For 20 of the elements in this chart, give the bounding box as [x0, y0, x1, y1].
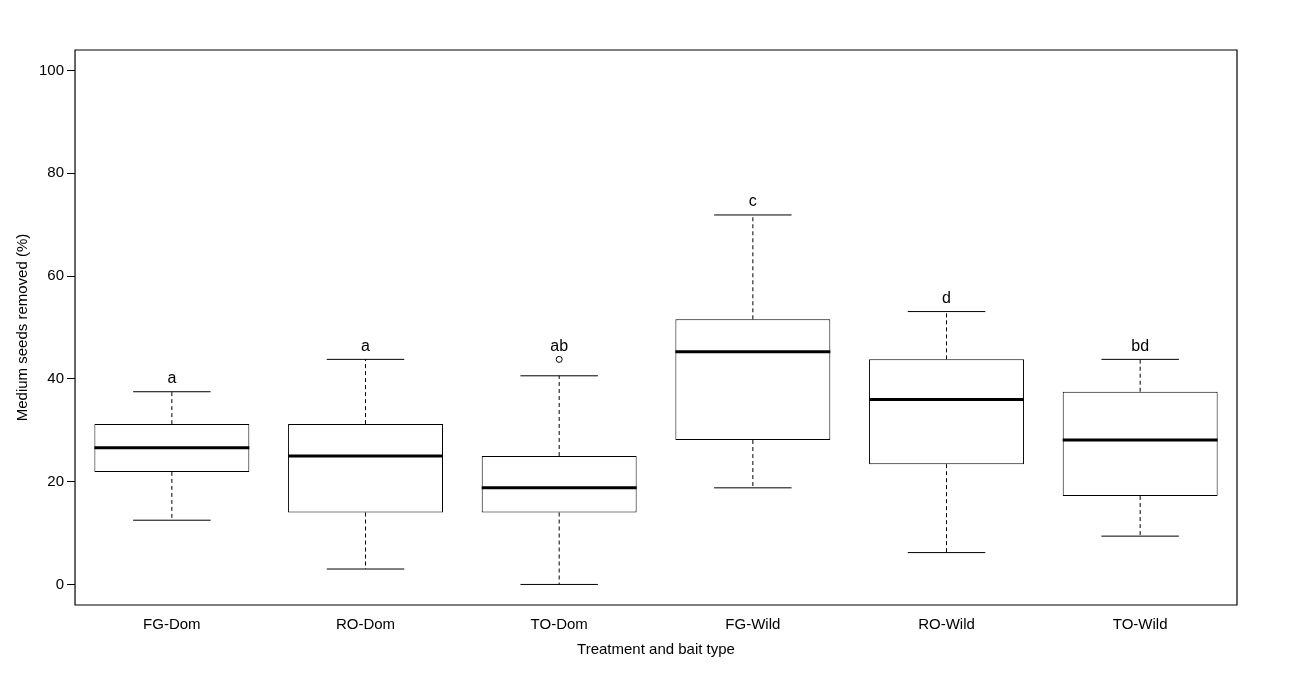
y-tick-label: 0: [55, 574, 65, 592]
x-tick-label: TO-Dom: [530, 615, 588, 633]
annotation: c: [748, 192, 757, 210]
annotation: d: [942, 288, 951, 306]
y-tick-label: 40: [47, 369, 65, 387]
x-tick-label: RO-Dom: [335, 615, 396, 633]
y-tick-label: 20: [47, 471, 65, 489]
y-tick-label: 60: [47, 266, 65, 284]
annotation: ab: [550, 336, 569, 354]
annotation: a: [361, 336, 371, 354]
x-tick-label: FG-Dom: [143, 615, 201, 633]
y-tick-label: 100: [39, 60, 65, 78]
annotation: bd: [1131, 336, 1150, 354]
y-tick-label: 80: [47, 163, 65, 181]
x-tick-label: RO-Wild: [918, 615, 975, 633]
x-tick-label: TO-Wild: [1112, 615, 1168, 633]
x-tick-label: FG-Wild: [725, 615, 781, 633]
x-axis-title: Treatment and bait type: [577, 640, 735, 658]
y-axis-title: Medium seeds removed (%): [13, 233, 31, 422]
annotation: a: [167, 369, 177, 387]
